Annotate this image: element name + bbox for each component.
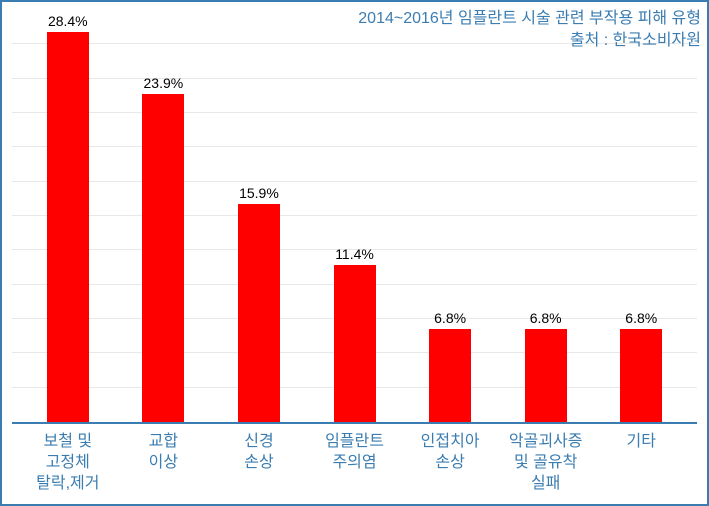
bars-wrap: 28.4% 23.9% 15.9% 11.4% 6.8% 6.8% 6.8%: [12, 10, 697, 422]
chart-title: 2014~2016년 임플란트 시술 관련 부작용 피해 유형 출처 : 한국소…: [358, 8, 701, 51]
chart-title-line1: 2014~2016년 임플란트 시술 관련 부작용 피해 유형: [358, 8, 701, 30]
bar-slot: 6.8%: [402, 10, 498, 422]
bar-slot: 15.9%: [211, 10, 307, 422]
bar-slot: 6.8%: [593, 10, 689, 422]
chart-container: 28.4% 23.9% 15.9% 11.4% 6.8% 6.8% 6.8% 2014~20…: [0, 0, 709, 506]
x-axis-label: 기타: [593, 432, 689, 504]
bar-value-label: 6.8%: [625, 310, 657, 326]
bar-value-label: 11.4%: [335, 246, 374, 262]
x-axis-labels: 보철 및 고정체 탈락,제거교합 이상신경 손상임플란트 주의염인접치아 손상악…: [12, 426, 697, 504]
bar: [525, 329, 567, 422]
bar-value-label: 23.9%: [144, 75, 184, 91]
bar-value-label: 6.8%: [530, 310, 562, 326]
bar: [620, 329, 662, 422]
bar: [429, 329, 471, 422]
bar-slot: 11.4%: [307, 10, 403, 422]
bar: [142, 94, 184, 422]
chart-title-line2: 출처 : 한국소비자원: [358, 30, 701, 52]
x-axis-label: 교합 이상: [116, 432, 212, 504]
x-axis-label: 보철 및 고정체 탈락,제거: [20, 432, 116, 504]
bar-value-label: 15.9%: [239, 185, 279, 201]
plot-area: 28.4% 23.9% 15.9% 11.4% 6.8% 6.8% 6.8%: [12, 10, 697, 424]
x-axis-label: 신경 손상: [211, 432, 307, 504]
bar: [334, 265, 376, 422]
bar-slot: 6.8%: [498, 10, 594, 422]
bar: [238, 204, 280, 422]
x-axis-label: 인접치아 손상: [402, 432, 498, 504]
bar-slot: 23.9%: [116, 10, 212, 422]
bar-slot: 28.4%: [20, 10, 116, 422]
x-axis-label: 임플란트 주의염: [307, 432, 403, 504]
bar-value-label: 28.4%: [48, 13, 88, 29]
x-axis-label: 악골괴사증 및 골유착 실패: [498, 432, 594, 504]
bar-value-label: 6.8%: [434, 310, 466, 326]
bar: [47, 32, 89, 422]
